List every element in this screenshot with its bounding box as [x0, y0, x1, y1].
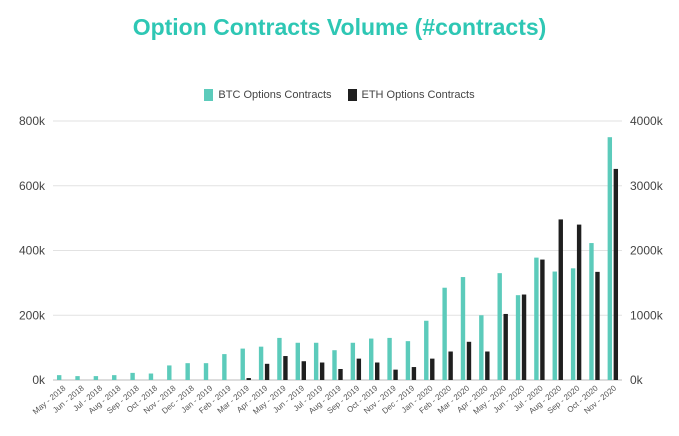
legend-swatch-eth	[347, 89, 357, 101]
bar-btc	[552, 271, 557, 380]
bar-btc	[350, 342, 356, 380]
bar-btc	[93, 376, 99, 380]
bar-eth	[448, 351, 453, 380]
chart-legend: BTC Options Contracts ETH Options Contra…	[0, 89, 679, 101]
bar-eth	[613, 168, 619, 380]
bar-btc	[479, 315, 484, 380]
bar-eth	[485, 351, 490, 380]
y-left-tick-label: 600k	[19, 179, 46, 193]
bar-eth	[595, 271, 600, 380]
bar-eth	[521, 294, 527, 380]
bar-btc	[130, 372, 135, 380]
bar-eth	[576, 224, 582, 380]
bar-eth	[283, 356, 288, 380]
bar-btc	[112, 375, 117, 380]
bar-btc	[460, 277, 466, 380]
bar-eth	[503, 313, 508, 380]
bar-btc	[277, 337, 282, 380]
y-right-tick-label: 0k	[630, 373, 644, 387]
bar-eth	[466, 341, 472, 380]
bar-btc	[607, 137, 613, 380]
bar-btc	[387, 337, 392, 380]
bar-btc	[56, 375, 62, 380]
y-left-tick-label: 800k	[19, 114, 46, 128]
bar-btc	[203, 363, 209, 380]
y-right-tick-label: 4000k	[630, 114, 664, 128]
bar-btc	[570, 268, 576, 380]
y-left-tick-label: 200k	[19, 308, 46, 322]
y-right-tick-label: 2000k	[630, 244, 664, 258]
legend-item-eth[interactable]: ETH Options Contracts	[347, 89, 475, 101]
legend-label-eth: ETH Options Contracts	[361, 89, 475, 101]
y-left-tick-label: 0k	[32, 373, 46, 387]
bar-btc	[534, 257, 539, 380]
y-right-tick-label: 1000k	[630, 308, 664, 322]
bar-btc	[222, 354, 227, 380]
bar-btc	[589, 243, 594, 380]
bar-eth	[375, 362, 380, 380]
bar-btc	[497, 273, 502, 380]
bar-eth	[393, 369, 398, 380]
bar-btc	[405, 341, 411, 380]
bar-btc	[295, 342, 300, 380]
bar-eth	[558, 219, 563, 380]
bar-eth	[264, 363, 270, 380]
bar-btc	[185, 363, 190, 380]
bar-btc	[75, 376, 80, 380]
chart-title: Option Contracts Volume (#contracts)	[132, 14, 547, 40]
bar-eth	[540, 259, 545, 380]
bar-eth	[430, 358, 435, 380]
bar-btc	[442, 287, 447, 380]
bar-eth	[301, 361, 306, 380]
bar-btc	[240, 348, 245, 380]
y-left-tick-label: 400k	[19, 244, 46, 258]
bar-eth	[356, 358, 362, 380]
bar-btc	[258, 346, 264, 380]
bar-btc	[148, 373, 154, 380]
bar-btc	[313, 342, 319, 380]
bar-btc	[369, 338, 374, 380]
legend-item-btc[interactable]: BTC Options Contracts	[204, 89, 332, 101]
bar-eth	[319, 362, 325, 380]
bar-btc	[332, 350, 337, 380]
bar-btc	[424, 320, 429, 380]
bar-btc	[167, 365, 172, 380]
bar-eth	[411, 367, 417, 380]
bar-eth	[246, 378, 251, 380]
bar-eth	[338, 368, 343, 380]
y-right-tick-label: 3000k	[630, 179, 664, 193]
legend-swatch-btc	[204, 89, 214, 101]
legend-label-btc: BTC Options Contracts	[218, 89, 332, 101]
bar-btc	[515, 295, 521, 380]
